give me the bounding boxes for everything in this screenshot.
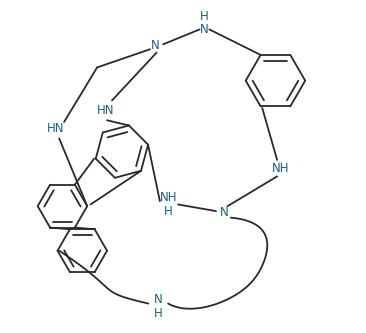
Text: N: N — [220, 206, 229, 219]
Text: NH: NH — [272, 162, 289, 174]
Text: NH: NH — [159, 191, 177, 204]
Text: H: H — [154, 307, 163, 320]
Text: N: N — [200, 23, 209, 36]
Text: N: N — [150, 40, 159, 53]
Text: H: H — [200, 10, 209, 23]
Text: HN: HN — [47, 122, 65, 135]
Text: HN: HN — [97, 104, 114, 117]
Text: H: H — [164, 205, 172, 218]
Text: N: N — [154, 293, 163, 306]
